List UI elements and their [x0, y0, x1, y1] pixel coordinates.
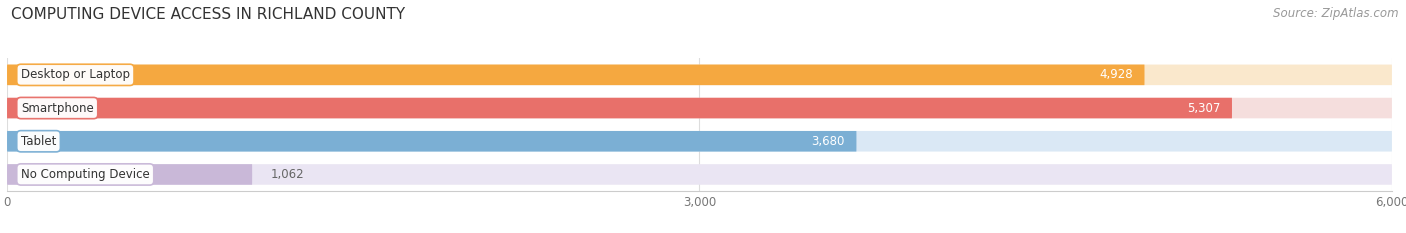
Text: No Computing Device: No Computing Device	[21, 168, 149, 181]
Text: 1,062: 1,062	[270, 168, 304, 181]
FancyBboxPatch shape	[7, 98, 1392, 118]
FancyBboxPatch shape	[7, 98, 1232, 118]
Text: COMPUTING DEVICE ACCESS IN RICHLAND COUNTY: COMPUTING DEVICE ACCESS IN RICHLAND COUN…	[11, 7, 405, 22]
Text: 4,928: 4,928	[1099, 68, 1133, 81]
FancyBboxPatch shape	[7, 65, 1392, 85]
Text: 3,680: 3,680	[811, 135, 845, 148]
FancyBboxPatch shape	[7, 131, 856, 151]
FancyBboxPatch shape	[7, 131, 1392, 151]
Text: Tablet: Tablet	[21, 135, 56, 148]
Text: 5,307: 5,307	[1187, 102, 1220, 115]
Text: Desktop or Laptop: Desktop or Laptop	[21, 68, 129, 81]
FancyBboxPatch shape	[7, 65, 1144, 85]
FancyBboxPatch shape	[7, 164, 252, 185]
Text: Source: ZipAtlas.com: Source: ZipAtlas.com	[1274, 7, 1399, 20]
Text: Smartphone: Smartphone	[21, 102, 94, 115]
FancyBboxPatch shape	[7, 164, 1392, 185]
